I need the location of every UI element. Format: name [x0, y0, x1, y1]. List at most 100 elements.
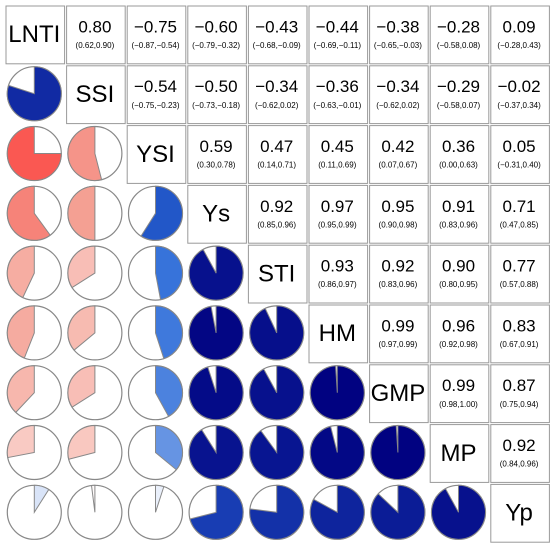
pie-wedge — [189, 484, 244, 540]
value-label: −0.75 — [134, 17, 177, 36]
value-label: −0.29 — [437, 77, 480, 96]
pie-wedge — [6, 365, 35, 414]
value-label: 0.71 — [503, 197, 536, 216]
value-cell — [490, 424, 550, 483]
variable-label: LNTI — [8, 21, 60, 48]
variable-label: Yp — [505, 500, 533, 527]
value-label: 0.45 — [321, 137, 354, 156]
value-cell — [187, 65, 247, 125]
value-cell — [369, 125, 429, 184]
ci-label: (−0.75,−0.23) — [131, 101, 179, 110]
pie-wedge — [155, 305, 183, 360]
value-label: 0.99 — [381, 316, 414, 335]
value-label: −0.36 — [316, 77, 359, 96]
label-cell — [429, 424, 490, 483]
pie-wedge — [67, 185, 96, 241]
pie-wedge — [370, 484, 426, 540]
ci-label: (0.84,0.96) — [500, 460, 539, 469]
value-label: 0.92 — [381, 257, 414, 276]
value-label: −0.60 — [195, 17, 238, 36]
ci-label: (−0.37,0.34) — [497, 101, 541, 110]
value-cell — [369, 244, 429, 304]
value-cell — [126, 5, 187, 65]
label-cell — [187, 184, 247, 244]
ci-label: (0.67,0.91) — [500, 340, 539, 349]
value-label: −0.43 — [255, 17, 298, 36]
value-label: 0.47 — [260, 137, 293, 156]
value-label: 0.87 — [503, 376, 536, 395]
ci-label: (−0.63,−0.01) — [313, 101, 361, 110]
pie-wedge — [309, 424, 365, 480]
value-label: 0.91 — [442, 197, 475, 216]
value-cell — [369, 304, 429, 364]
ci-label: (0.90,0.98) — [379, 220, 418, 229]
ci-label: (0.98,1.00) — [439, 400, 478, 409]
label-cell — [5, 5, 66, 65]
value-label: 0.09 — [503, 17, 536, 36]
value-cell — [490, 5, 550, 65]
ci-label: (0.83,0.96) — [379, 280, 418, 289]
ci-label: (0.95,0.99) — [318, 220, 357, 229]
ci-label: (−0.65,−0.03) — [374, 41, 422, 50]
ci-label: (−0.68,−0.09) — [253, 41, 301, 50]
value-cell — [369, 5, 429, 65]
ci-label: (−0.28,0.43) — [497, 41, 541, 50]
pie-wedge — [370, 424, 426, 480]
value-cell — [490, 65, 550, 125]
pie-wedge — [6, 125, 62, 181]
value-label: −0.54 — [134, 77, 177, 96]
ci-label: (0.80,0.95) — [439, 280, 478, 289]
value-cell — [308, 5, 369, 65]
variable-label: YSI — [136, 141, 175, 168]
pie-wedge — [249, 305, 305, 361]
label-cell — [369, 364, 429, 424]
pie-wedge — [140, 185, 183, 241]
pie-wedge — [188, 424, 244, 480]
value-label: 0.96 — [442, 316, 475, 335]
ci-label: (−0.58,0.08) — [437, 41, 481, 50]
pie-wedge — [33, 484, 50, 515]
pie-wedge — [188, 305, 244, 361]
value-cell — [429, 364, 490, 424]
value-label: −0.34 — [255, 77, 298, 96]
variable-label: SSI — [76, 81, 115, 108]
value-label: 0.97 — [321, 197, 354, 216]
pie-wedge — [155, 245, 183, 301]
variable-label: GMP — [371, 380, 426, 407]
ci-label: (−0.62,0.02) — [376, 101, 420, 110]
value-label: 0.42 — [381, 137, 414, 156]
value-cell — [490, 184, 550, 244]
value-cell — [126, 65, 187, 125]
label-cell — [247, 244, 308, 304]
value-cell — [429, 125, 490, 184]
pie-wedge — [67, 305, 96, 351]
value-cell — [247, 5, 308, 65]
value-label: 0.92 — [260, 197, 293, 216]
value-label: −0.50 — [195, 77, 238, 96]
ci-label: (0.47,0.85) — [500, 220, 539, 229]
value-label: 0.93 — [321, 257, 354, 276]
value-cell — [429, 304, 490, 364]
value-cell — [308, 244, 369, 304]
value-cell — [308, 65, 369, 125]
pie-wedge — [6, 245, 35, 299]
value-cell — [308, 184, 369, 244]
value-cell — [187, 5, 247, 65]
value-label: 0.92 — [503, 436, 536, 455]
pie-wedge — [309, 365, 365, 421]
ci-label: (−0.87,−0.54) — [131, 41, 179, 50]
ci-label: (−0.69,−0.11) — [314, 41, 362, 50]
pie-wedge — [6, 424, 35, 459]
ci-label: (0.57,0.88) — [500, 280, 539, 289]
value-label: 0.80 — [78, 17, 111, 36]
pie-wedge — [249, 424, 305, 480]
value-label: 0.83 — [503, 316, 536, 335]
value-label: 0.05 — [503, 137, 536, 156]
ci-label: (−0.73,−0.18) — [192, 101, 240, 110]
pie-wedge — [155, 484, 165, 513]
ci-label: (0.11,0.69) — [318, 161, 356, 170]
value-label: 0.95 — [381, 197, 414, 216]
value-cell — [369, 184, 429, 244]
ci-label: (0.07,0.67) — [379, 161, 418, 170]
